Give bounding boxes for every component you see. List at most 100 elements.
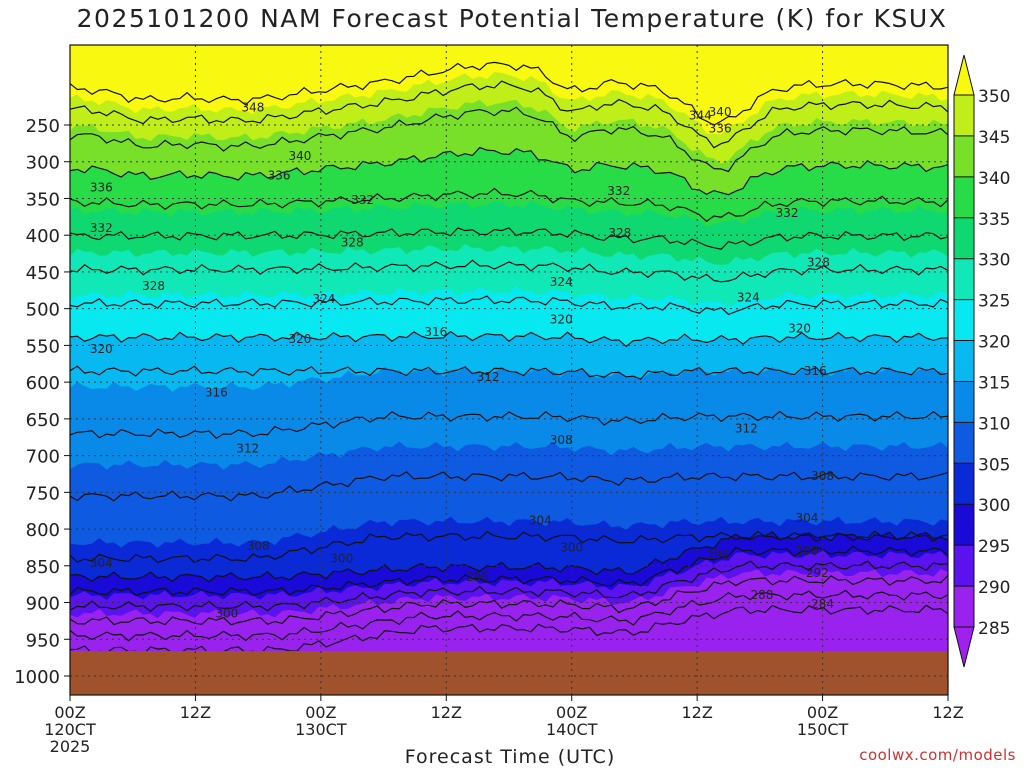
contour-line-352: [69, 61, 949, 126]
x-tick-label-24-2: 130CT: [295, 720, 347, 739]
colorbar-label-285: 285: [978, 619, 1010, 639]
plot-frame: [69, 44, 949, 696]
x-tick-label-36-1: 12Z: [431, 703, 462, 722]
y-tick-label-700: 700: [26, 447, 60, 468]
y-tick-label-450: 450: [26, 263, 60, 284]
x-tick-label-72-1: 00Z: [807, 703, 838, 722]
plot-area: [69, 45, 949, 695]
contour-label-292: 292: [806, 566, 829, 580]
contour-label-316: 316: [424, 325, 447, 339]
contour-label-332: 332: [607, 184, 630, 198]
contour-line-320: [69, 330, 949, 348]
field-band-350: [70, 45, 948, 135]
contour-label-296: 296: [466, 570, 489, 584]
colorbar-label-310: 310: [978, 414, 1010, 434]
contour-line-316: [69, 365, 949, 380]
contour-line-288: [69, 575, 949, 626]
colorbar-segment-330: [954, 217, 974, 259]
x-tick-label-0-2: 120CT: [44, 720, 96, 739]
y-tick-label-250: 250: [26, 116, 60, 137]
contour-line-344: [69, 106, 949, 173]
colorbar-label-300: 300: [978, 496, 1010, 516]
y-tick-label-750: 750: [26, 483, 60, 504]
contour-line-308: [69, 471, 949, 502]
ground-layer: [70, 651, 948, 695]
x-tick-label-0-1: 00Z: [54, 703, 85, 722]
colorbar-top-arrow: [953, 54, 975, 96]
colorbar-segment-340: [954, 135, 974, 177]
y-tick-label-300: 300: [26, 153, 60, 174]
y-tick-label-1000: 1000: [14, 667, 60, 688]
y-tick-label-900: 900: [26, 594, 60, 615]
colorbar-segment-295: [954, 504, 974, 546]
contour-label-340: 340: [709, 105, 732, 119]
contour-label-300: 300: [215, 607, 238, 621]
contour-label-328: 328: [807, 255, 830, 269]
contour-label-328: 328: [608, 226, 631, 240]
contour-label-324: 324: [737, 291, 760, 305]
contour-label-296: 296: [707, 548, 730, 562]
contour-label-324: 324: [313, 292, 336, 306]
colorbar-label-340: 340: [978, 169, 1010, 189]
y-tick-label-800: 800: [26, 520, 60, 541]
colorbar-segment-300: [954, 463, 974, 505]
colorbar-segment-345: [954, 95, 974, 136]
x-axis-label: Forecast Time (UTC): [404, 746, 616, 768]
contour-label-328: 328: [142, 279, 165, 293]
y-tick-label-950: 950: [26, 630, 60, 651]
y-tick-label-600: 600: [26, 373, 60, 394]
x-tick-label-48-2: 140CT: [546, 720, 598, 739]
contour-label-336: 336: [268, 169, 291, 183]
colorbar-bottom-arrow: [953, 626, 975, 668]
contour-label-300: 300: [330, 551, 353, 565]
colorbar-label-295: 295: [978, 537, 1010, 557]
contour-label-348: 348: [241, 100, 264, 114]
contour-label-344: 344: [689, 108, 712, 122]
contour-label-layer: 3483443403363403363363323323323323283283…: [90, 100, 834, 620]
contour-line-292: [69, 560, 949, 612]
contour-label-288: 288: [750, 588, 773, 602]
contour-line-312: [69, 410, 949, 440]
chart-title: 2025101200 NAM Forecast Potential Temper…: [76, 4, 948, 33]
colorbar-label-290: 290: [978, 578, 1010, 598]
contour-label-332: 332: [90, 221, 113, 235]
contour-label-316: 316: [205, 385, 228, 399]
x-tick-label-84-1: 12Z: [932, 703, 963, 722]
contour-label-324: 324: [550, 275, 573, 289]
contour-label-336: 336: [709, 122, 732, 136]
credit-text: coolwx.com/models: [859, 746, 1016, 764]
y-tick-label-550: 550: [26, 336, 60, 357]
x-tick-label-72-2: 150CT: [797, 720, 849, 739]
contour-line-284: [69, 589, 949, 642]
colorbar-label-320: 320: [978, 333, 1010, 353]
y-tick-label-650: 650: [26, 410, 60, 431]
x-tick-label-48-1: 00Z: [556, 703, 587, 722]
contour-label-300: 300: [560, 540, 583, 554]
colorbar-label-350: 350: [978, 87, 1010, 107]
contour-label-304: 304: [795, 511, 818, 525]
x-tick-label-24-1: 00Z: [305, 703, 336, 722]
x-tick-label-0-3: 2025: [50, 737, 91, 756]
contour-label-336: 336: [90, 180, 113, 194]
ground-fill: [70, 651, 948, 695]
contour-label-332: 332: [351, 193, 374, 207]
contour-line-328: [69, 259, 949, 283]
contour-label-312: 312: [236, 441, 259, 455]
contour-line-324: [69, 295, 949, 316]
contour-label-320: 320: [788, 322, 811, 336]
colorbar-segment-335: [954, 176, 974, 218]
contour-label-320: 320: [550, 313, 573, 327]
contour-line-332: [69, 227, 949, 250]
y-tick-label-500: 500: [26, 300, 60, 321]
x-tick-label-60-1: 12Z: [681, 703, 712, 722]
colorbar-segment-320: [954, 299, 974, 341]
contour-label-312: 312: [477, 370, 500, 384]
colorbar-label-330: 330: [978, 251, 1010, 271]
contour-line-348: [69, 80, 949, 149]
contour-label-320: 320: [288, 332, 311, 346]
colorbar-segment-315: [954, 340, 974, 382]
colorbar-segment-310: [954, 381, 974, 423]
contour-label-308: 308: [247, 539, 270, 553]
contour-label-308: 308: [811, 469, 834, 483]
